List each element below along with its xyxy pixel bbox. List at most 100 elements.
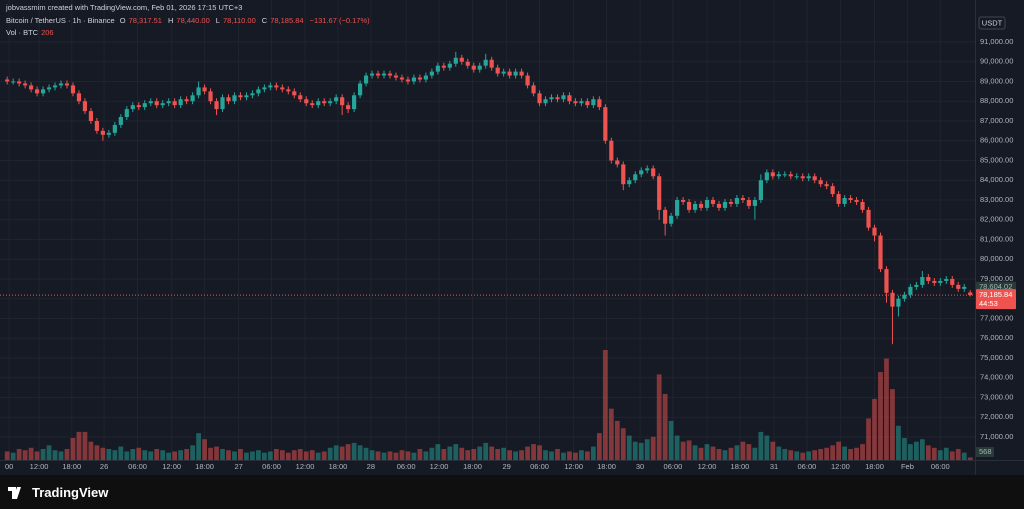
x-tick-label: Feb [901,462,914,471]
volume-bar [561,452,566,460]
volume-bar [351,442,357,460]
volume-bar [70,438,76,460]
candle-body [764,172,769,181]
candle-body [316,101,321,106]
y-tick-label: 73,000.00 [980,392,1013,401]
candle-body [561,95,566,100]
candle-body [609,140,614,161]
volume-bar [955,449,961,460]
candle-body [573,101,578,104]
candle-body [776,174,781,177]
volume-bar [142,450,148,460]
candle-body [136,105,141,108]
volume-bar [166,452,172,460]
brand-name: TradingView [32,485,109,500]
volume-bar [267,451,273,460]
x-tick-label: 18:00 [865,462,884,471]
volume-bar [590,446,596,460]
volume-bar [124,451,130,460]
volume-bar [812,450,818,460]
candle-body [334,97,339,102]
candle-body [178,99,183,106]
volume-bar [692,445,698,460]
ohlc-value: 78,110.00 [222,16,256,25]
volume-bar [327,447,333,460]
volume-bar [854,447,859,460]
candle-body [896,298,901,307]
volume-bar [519,450,524,460]
candle-body [968,292,973,296]
x-tick-label: 27 [234,462,242,471]
volume-bar [447,446,453,460]
volume-bar [375,451,381,460]
last-price-box [976,289,1016,310]
x-tick-label: 06:00 [262,462,281,471]
candle-body [196,87,201,96]
candle-body [477,65,482,70]
candle-body [824,184,829,187]
volume-bar [931,447,937,460]
candle-body [40,89,46,94]
candle-body [728,201,734,204]
currency-box [978,16,1006,30]
candle-body [926,277,931,281]
volume-bar [94,445,100,460]
candle-body [429,71,434,76]
volume-bar [866,418,871,460]
volume-bar [279,450,285,460]
candle-body [645,168,650,171]
candle-body [142,103,147,108]
volume-bar [620,428,626,460]
candle-body [23,83,28,86]
candle-body [854,199,859,202]
y-tick-label: 76,000.00 [980,333,1013,342]
candle-body [740,198,746,200]
candle-body [250,93,255,96]
candle-body [112,124,117,133]
candle-body [908,286,913,295]
volume-bar [525,446,530,460]
candle-body [962,286,967,289]
y-tick-label: 80,000.00 [980,254,1013,263]
volume-bar [943,447,949,460]
candle-body [866,209,871,228]
x-tick-label: 18:00 [731,462,750,471]
y-tick-label: 85,000.00 [980,155,1013,164]
candle-body [483,59,488,66]
candle-body [567,95,572,102]
volume-bar [220,449,225,460]
candle-body [58,83,64,86]
x-tick-label: 12:00 [564,462,583,471]
candle-body [328,101,333,104]
volume-bar [291,450,297,460]
candle-body [76,93,82,102]
volume-bar [573,452,578,460]
y-tick-label: 79,000.00 [980,274,1013,283]
candle-body [746,199,751,206]
volume-bar [896,425,901,460]
candle-body [70,85,76,94]
volume-bar [196,433,201,460]
ohlc-item: L 78,110.00 [216,16,259,25]
candle-body [393,75,399,78]
volume-bar [226,450,231,460]
volume-bar [369,450,375,460]
volume-bar [34,451,40,460]
x-tick-label: 06:00 [664,462,683,471]
volume-bar [495,449,501,460]
volume-bar [453,444,459,460]
symbol: Bitcoin / TetherUS · 1h · Binance [6,16,115,25]
candle-body [627,180,632,185]
candle-body [88,111,94,121]
volume-bar [602,350,608,460]
candle-body [29,85,34,90]
volume-bar [884,358,889,460]
x-tick-label: 26 [100,462,108,471]
volume-legend: Vol · BTC 206 [6,28,57,37]
candle-body [124,109,129,118]
candle-body [501,71,506,74]
volume-value: 206 [41,28,54,37]
volume-bar [208,447,213,460]
